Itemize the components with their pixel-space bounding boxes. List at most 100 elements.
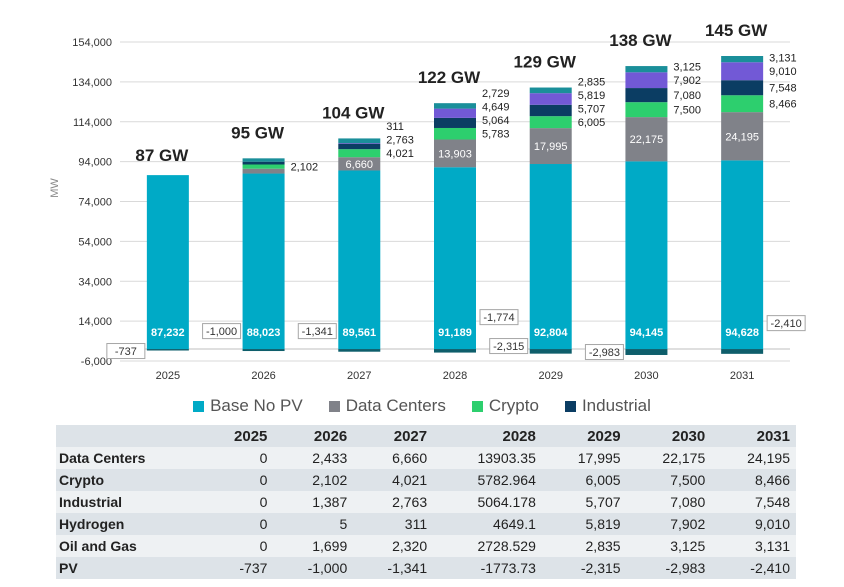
y-tick-label: 34,000 xyxy=(78,276,112,288)
data-label-hydrogen: 311 xyxy=(386,121,404,133)
table-cell: 5064.178 xyxy=(477,494,536,510)
data-label-pv: -1,000 xyxy=(206,326,237,338)
table-row: Hydrogen 0 5 311 4649.1 5,819 7,902 9,01… xyxy=(56,513,796,535)
data-label-crypto: 4,021 xyxy=(386,148,414,160)
total-label: 104 GW xyxy=(322,103,385,122)
bar-segment-base-no-pv xyxy=(146,175,189,350)
table-cell: -1,000 xyxy=(307,560,348,576)
data-label-pv: -737 xyxy=(115,346,137,358)
bar-segment-crypto xyxy=(529,116,572,129)
data-label-data-centers: 17,995 xyxy=(534,141,568,153)
data-labels: 87,232 87 GW -737 88,023 2,102 95 GW -1,000 89,… xyxy=(106,21,806,361)
bar-segment-hydrogen xyxy=(434,108,476,118)
table-header: 2029 xyxy=(587,427,621,445)
table-header: 2028 xyxy=(502,427,536,445)
data-label-data-centers: 13,903 xyxy=(438,148,472,160)
legend-swatch xyxy=(328,400,340,412)
data-label-base: 94,145 xyxy=(630,327,664,339)
table-cell: -1,341 xyxy=(387,560,428,576)
table-cell: 0 xyxy=(259,538,268,554)
table-cell: 7,500 xyxy=(670,472,706,488)
total-label: 87 GW xyxy=(135,146,189,165)
table-cell: 17,995 xyxy=(577,450,621,466)
bar-segment-pv xyxy=(146,349,189,351)
data-label-oil-and-gas: 3,125 xyxy=(673,62,701,74)
data-label-crypto: 8,466 xyxy=(769,99,797,111)
bar-segment-base-no-pv xyxy=(338,170,381,350)
table-cell: 5782.964 xyxy=(477,472,536,488)
bar-segment-hydrogen xyxy=(529,93,572,105)
bar-segment-crypto xyxy=(242,164,285,169)
table-cell: 6,660 xyxy=(392,450,428,466)
legend-swatch xyxy=(564,400,576,412)
table-header: 2031 xyxy=(756,427,790,445)
table-row: PV -737 -1,000 -1,341 -1773.73 -2,315 -2… xyxy=(56,557,796,579)
legend-item-crypto: Crypto xyxy=(471,396,539,416)
stacked-bar-chart: -6,000 14,000 34,000 54,000 74,000 94,000 114,… xyxy=(49,21,806,382)
table-cell: 5 xyxy=(339,516,348,532)
bar-segment-base-no-pv xyxy=(242,173,285,350)
table-cell: -2,983 xyxy=(665,560,706,576)
table-corner xyxy=(56,425,203,447)
data-label-oil-and-gas: 3,131 xyxy=(769,53,797,65)
table-cell: 4,021 xyxy=(392,472,428,488)
pv-callout-box xyxy=(106,343,146,360)
row-label: PV xyxy=(59,560,78,576)
table-cell: 7,548 xyxy=(754,494,790,510)
table-cell: 7,902 xyxy=(670,516,706,532)
bar-segment-data-centers xyxy=(434,139,476,168)
table-header: 2027 xyxy=(393,427,428,445)
bar-segment-pv xyxy=(338,349,381,352)
x-tick-label: 2030 xyxy=(634,370,658,382)
total-label: 95 GW xyxy=(231,123,285,142)
data-label-data-centers: 24,195 xyxy=(725,131,759,143)
y-tick-label: 94,000 xyxy=(78,157,112,169)
bar-segment-pv xyxy=(434,349,476,353)
legend-label: Data Centers xyxy=(345,396,446,415)
bar-segment-oil-and-gas xyxy=(721,56,764,63)
bar-segment-pv xyxy=(625,349,668,355)
bar-segment-base-no-pv xyxy=(434,167,476,350)
table-cell: 13903.35 xyxy=(477,450,536,466)
y-tick-label: 54,000 xyxy=(78,236,112,248)
bar-segment-industrial xyxy=(434,117,476,128)
bar-segment-hydrogen xyxy=(721,62,764,81)
pv-callout-box xyxy=(479,309,519,326)
bar-segment-crypto xyxy=(338,149,381,158)
bar-segment-industrial xyxy=(338,143,381,150)
bar-segment-oil-and-gas xyxy=(338,138,381,144)
pv-callout-box xyxy=(297,323,337,340)
legend-label: Industrial xyxy=(581,396,651,415)
y-tick-label: 74,000 xyxy=(78,197,112,209)
pv-callout-box xyxy=(202,323,242,340)
data-label-hydrogen: 9,010 xyxy=(769,66,797,78)
x-tick-label: 2031 xyxy=(730,370,754,382)
table-cell: 2,102 xyxy=(312,472,348,488)
data-label-base: 87,232 xyxy=(151,327,185,339)
legend-label: Base No PV xyxy=(210,396,303,415)
y-axis: -6,000 14,000 34,000 54,000 74,000 94,000 114,… xyxy=(72,37,112,368)
y-tick-label: 134,000 xyxy=(72,77,112,89)
data-label-hydrogen: 4,649 xyxy=(482,102,510,114)
table-cell: 9,010 xyxy=(754,516,790,532)
table-cell: 6,005 xyxy=(585,472,621,488)
table-cell: -2,410 xyxy=(750,560,790,576)
legend-item-industrial: Industrial xyxy=(564,396,651,416)
row-label: Oil and Gas xyxy=(59,538,137,554)
table-cell: 0 xyxy=(259,494,268,510)
total-label: 122 GW xyxy=(418,68,481,87)
table-cell: 2,320 xyxy=(392,538,428,554)
pv-callout-box xyxy=(766,315,806,332)
x-tick-label: 2027 xyxy=(347,370,371,382)
data-label-industrial: 7,548 xyxy=(769,83,797,95)
table-cell: -2,315 xyxy=(580,560,621,576)
bar-segment-industrial xyxy=(625,88,668,103)
table-header: 2026 xyxy=(313,427,348,445)
row-label: Crypto xyxy=(59,472,105,488)
data-label-oil-and-gas: 2,729 xyxy=(482,88,510,100)
bar-segment-oil-and-gas xyxy=(242,158,285,162)
x-tick-label: 2029 xyxy=(538,370,562,382)
data-label-base: 89,561 xyxy=(342,327,376,339)
bar-segment-data-centers xyxy=(721,112,764,161)
bar-segment-data-centers xyxy=(529,128,572,165)
